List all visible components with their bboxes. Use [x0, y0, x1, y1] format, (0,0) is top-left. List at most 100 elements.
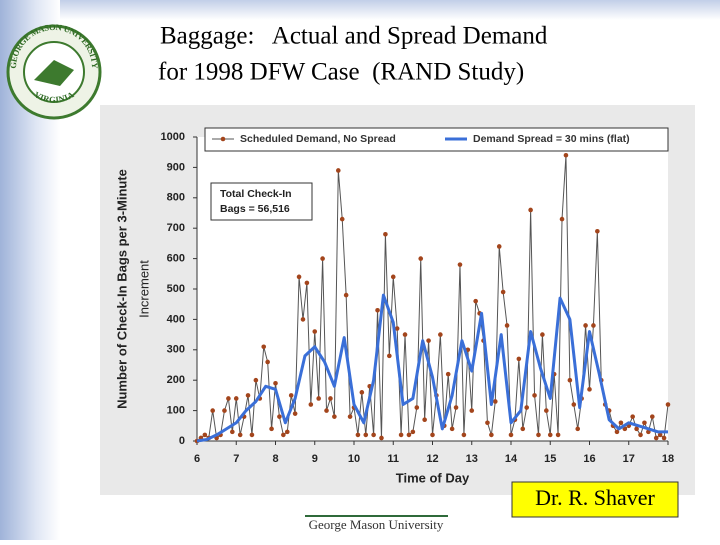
- data-point: [269, 426, 274, 432]
- y-tick-label: 800: [167, 192, 185, 204]
- data-point: [265, 359, 270, 365]
- data-point: [496, 244, 502, 249]
- data-point: [524, 405, 529, 410]
- data-point: [406, 432, 412, 438]
- x-tick-label: 8: [272, 453, 278, 465]
- data-point: [226, 396, 231, 401]
- data-point: [469, 408, 475, 413]
- logo-text: VIRGINIA: [33, 89, 77, 105]
- data-point: [379, 435, 384, 441]
- data-point: [398, 432, 404, 438]
- data-point: [347, 414, 353, 419]
- data-point: [359, 390, 365, 395]
- y-tick-label: 600: [167, 253, 185, 265]
- data-point: [583, 323, 588, 328]
- data-point: [261, 344, 267, 350]
- data-point: [328, 396, 333, 401]
- data-point: [634, 426, 639, 432]
- legend-label: Scheduled Demand, No Spread: [240, 133, 396, 145]
- data-point: [473, 298, 478, 304]
- data-point: [638, 432, 643, 438]
- author-box: [511, 481, 679, 518]
- top-edge: [0, 0, 720, 20]
- data-point: [516, 356, 522, 362]
- data-point: [453, 405, 459, 410]
- data-point: [390, 274, 396, 280]
- data-point: [575, 426, 581, 432]
- x-tick-label: 7: [233, 453, 239, 465]
- data-point: [493, 399, 498, 404]
- y-tick-label: 100: [167, 405, 185, 417]
- data-point: [614, 429, 620, 435]
- x-tick-label: 17: [623, 453, 635, 465]
- data-point: [375, 307, 380, 313]
- y-axis-label: Number of Check-In Bags per 3-Minute: [114, 169, 129, 409]
- data-point: [296, 274, 302, 280]
- logo-bottom-text: VIRGINIA: [33, 89, 77, 105]
- data-point: [665, 402, 671, 407]
- y-tick-label: 200: [167, 374, 185, 386]
- data-point: [284, 429, 290, 435]
- data-point: [339, 216, 345, 222]
- data-point: [630, 414, 635, 419]
- data-point: [383, 231, 388, 237]
- data-point: [445, 371, 451, 377]
- data-point: [520, 426, 526, 432]
- data-point: [320, 256, 325, 261]
- data-point: [485, 420, 490, 426]
- data-point: [253, 377, 259, 383]
- legend-label: Demand Spread = 30 mins (flat): [473, 133, 630, 145]
- x-tick-label: 9: [312, 453, 318, 465]
- data-point: [363, 432, 369, 438]
- y-axis-label: Increment: [136, 260, 151, 318]
- data-point: [288, 393, 294, 398]
- y-tick-label: 0: [179, 435, 185, 447]
- y-tick-label: 1000: [161, 131, 185, 143]
- x-tick-label: 11: [387, 453, 399, 465]
- data-point: [457, 262, 463, 267]
- data-point: [618, 420, 624, 426]
- data-point: [650, 414, 655, 419]
- data-point: [249, 432, 255, 438]
- data-point: [661, 435, 667, 441]
- data-point: [653, 435, 659, 441]
- slide-title: for 1998 DFW Case (RAND Study): [158, 59, 524, 86]
- data-point: [642, 420, 647, 426]
- data-point: [657, 432, 663, 438]
- data-point: [587, 387, 592, 392]
- data-point: [387, 353, 392, 359]
- data-point: [222, 408, 227, 413]
- x-tick-label: 6: [194, 453, 200, 465]
- data-point: [438, 332, 443, 337]
- data-point: [312, 329, 318, 334]
- data-point: [304, 280, 310, 286]
- data-point: [540, 332, 545, 337]
- data-point: [237, 432, 243, 438]
- y-tick-label: 500: [167, 283, 185, 295]
- chart: 0 100 200 300 400 500 600 700 800 900 1000 6 7 8 9 10 11…: [114, 127, 674, 485]
- footer: George Mason University: [309, 517, 444, 532]
- data-point: [567, 377, 573, 383]
- data-point: [504, 323, 510, 328]
- data-point: [324, 408, 329, 413]
- data-point: [489, 432, 494, 438]
- data-point: [202, 432, 208, 438]
- data-point: [563, 152, 569, 158]
- data-point: [277, 414, 282, 419]
- y-tick-label: 400: [167, 313, 185, 325]
- x-tick-label: 16: [583, 453, 595, 465]
- x-axis-label: Time of Day: [396, 470, 470, 485]
- data-point: [422, 417, 427, 423]
- data-point: [233, 396, 239, 401]
- slide-title: Baggage: Actual and Spread Demand: [160, 23, 548, 50]
- data-point: [430, 432, 435, 438]
- y-tick-label: 900: [167, 161, 185, 173]
- annotation: Bags = 56,516: [220, 203, 290, 215]
- data-point: [555, 432, 561, 438]
- y-tick-label: 300: [167, 344, 185, 356]
- x-tick-label: 15: [544, 453, 556, 465]
- data-point: [371, 432, 376, 438]
- data-point: [245, 393, 251, 398]
- data-point: [547, 432, 553, 438]
- data-point: [461, 432, 467, 438]
